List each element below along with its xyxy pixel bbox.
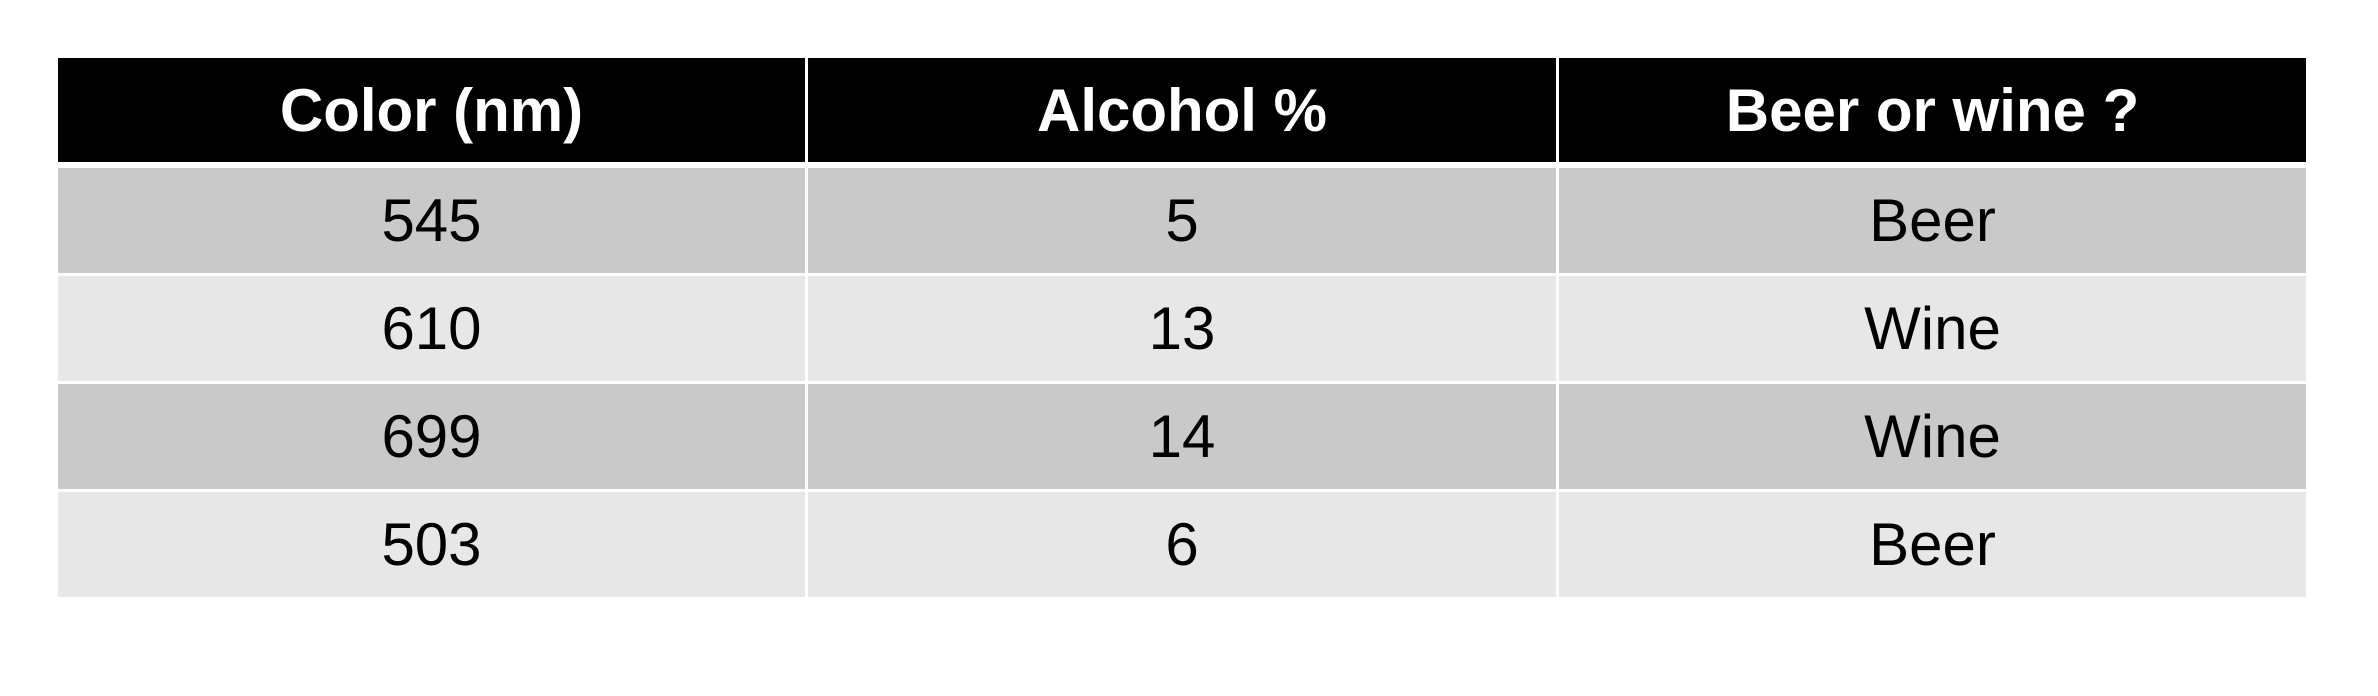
row-divider <box>58 381 2306 384</box>
header-alcohol: Alcohol % <box>808 58 1556 162</box>
cell-color: 503 <box>58 492 805 597</box>
header-divider <box>58 162 2306 168</box>
header-color: Color (nm) <box>58 58 805 162</box>
cell-type: Beer <box>1559 492 2306 597</box>
cell-type: Wine <box>1559 276 2306 381</box>
cell-color: 699 <box>58 384 805 489</box>
row-divider <box>58 273 2306 276</box>
cell-alcohol: 14 <box>808 384 1556 489</box>
cell-alcohol: 5 <box>808 168 1556 273</box>
row-divider <box>58 489 2306 492</box>
cell-color: 610 <box>58 276 805 381</box>
cell-type: Wine <box>1559 384 2306 489</box>
cell-color: 545 <box>58 168 805 273</box>
cell-alcohol: 6 <box>808 492 1556 597</box>
data-table: Color (nm) Alcohol % Beer or wine ? 545 … <box>58 58 2306 597</box>
cell-type: Beer <box>1559 168 2306 273</box>
header-beer-or-wine: Beer or wine ? <box>1559 58 2306 162</box>
cell-alcohol: 13 <box>808 276 1556 381</box>
